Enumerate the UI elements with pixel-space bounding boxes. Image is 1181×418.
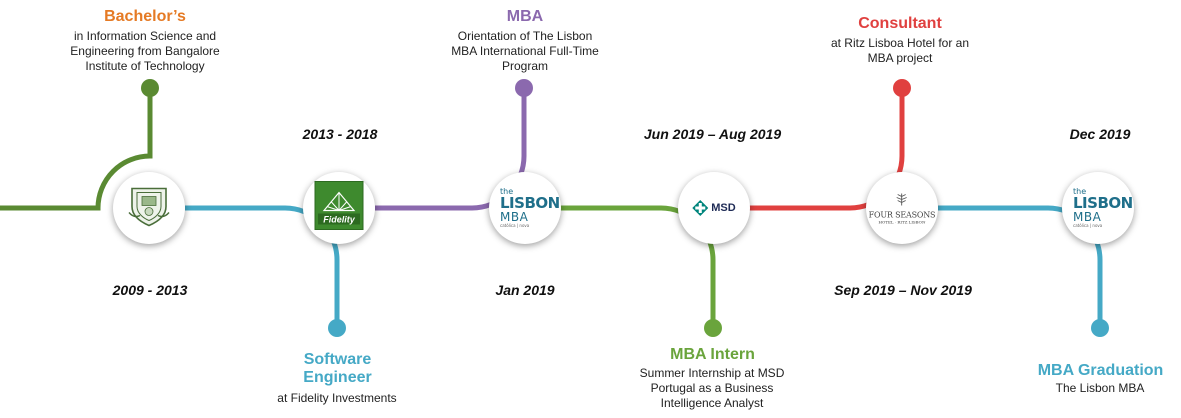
fidelity-logo-icon: Fidelity <box>314 181 364 236</box>
mba-dot <box>515 79 533 97</box>
mba-intern-date: Jun 2019 – Aug 2019 <box>643 126 782 142</box>
lisbon-logo-sub: católica | nova <box>500 223 530 228</box>
consultant-date: Sep 2019 – Nov 2019 <box>834 282 972 298</box>
lisbon-logo-the: the <box>500 187 514 196</box>
mba-title: MBA <box>506 8 544 25</box>
lisbon-mba-logo: the LISBON MBA católica | nova <box>500 187 560 228</box>
lisbon-logo-lisbon: LISBON <box>500 194 560 212</box>
consultant-logo-circle: FOUR SEASONS HOTEL · RITZ LISBON <box>866 172 938 244</box>
msd-logo-text: MSD <box>711 202 736 214</box>
software-engineer-dot <box>328 319 346 337</box>
lisbon-logo-mba: MBA <box>500 210 529 224</box>
msd-mark-icon <box>692 200 709 216</box>
graduation-title: MBA Graduation <box>1037 362 1164 379</box>
consultant-title: Consultant <box>858 15 942 32</box>
consultant-description: at Ritz Lisboa Hotel for an MBA project <box>830 36 970 65</box>
software-engineer-logo-circle: Fidelity <box>303 172 375 244</box>
mba-intern-logo-circle: MSD <box>678 172 750 244</box>
graduation-dot <box>1091 319 1109 337</box>
bachelors-dot <box>141 79 159 97</box>
mba-description: Orientation of The Lisbon MBA Internatio… <box>451 29 599 73</box>
mba-logo-circle: the LISBON MBA católica | nova <box>489 172 561 244</box>
four-seasons-logo-sub: HOTEL · RITZ LISBON <box>878 219 926 225</box>
msd-logo: MSD <box>692 200 736 216</box>
lisbon-mba-logo: the LISBON MBA católica | nova <box>1073 187 1133 228</box>
lisbon-logo-mba: MBA <box>1073 210 1102 224</box>
bachelors-description: in Information Science and Engineering f… <box>70 29 220 73</box>
lisbon-logo-sub: católica | nova <box>1073 223 1103 228</box>
mba-intern-description: Summer Internship at MSD Portugal as a B… <box>639 366 785 410</box>
lisbon-logo-lisbon: LISBON <box>1073 194 1133 212</box>
lisbon-logo-the: the <box>1073 187 1087 196</box>
graduation-description: The Lisbon MBA <box>1055 381 1145 395</box>
four-seasons-logo-text: FOUR SEASONS <box>868 210 936 220</box>
software-engineer-date: 2013 - 2018 <box>302 126 378 142</box>
bachelors-title: Bachelor’s <box>104 8 186 25</box>
four-seasons-tree-icon <box>896 193 908 206</box>
mba-intern-title: MBA Intern <box>670 346 755 363</box>
bachelors-connector <box>0 88 153 211</box>
mba-intern-dot <box>704 319 722 337</box>
software-engineer-description: at Fidelity Investments <box>277 391 397 405</box>
graduation-date: Dec 2019 <box>1069 126 1131 142</box>
fidelity-logo-text: Fidelity <box>323 215 355 225</box>
four-seasons-logo: FOUR SEASONS HOTEL · RITZ LISBON <box>869 192 936 225</box>
bachelors-logo-circle <box>113 172 185 244</box>
software-engineer-title: Software Engineer <box>303 351 372 386</box>
bachelors-date: 2009 - 2013 <box>112 282 188 298</box>
mba-date: Jan 2019 <box>495 282 555 298</box>
consultant-dot <box>893 79 911 97</box>
graduation-logo-circle: the LISBON MBA católica | nova <box>1062 172 1134 244</box>
university-seal-icon <box>126 183 172 234</box>
